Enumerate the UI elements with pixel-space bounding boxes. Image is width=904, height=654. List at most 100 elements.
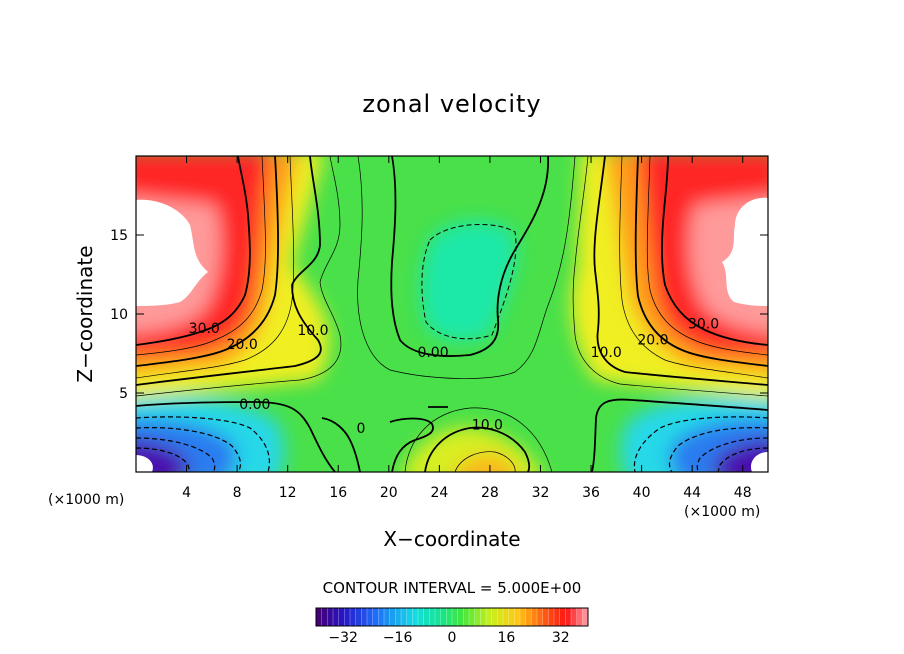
colorbar-swatch [548, 608, 555, 626]
y-axis-ticks: 5 10 15 [110, 228, 768, 402]
contour-label: 0 [357, 421, 366, 437]
contour-line-right-30 [661, 156, 768, 346]
contour-label: 20.0 [637, 332, 668, 348]
colorbar-swatch [474, 608, 481, 626]
contour-line-right-neg5 [633, 416, 768, 472]
colorbar-swatch [559, 608, 566, 626]
colorbar-swatch [525, 608, 532, 626]
x-tick-label: 20 [380, 485, 398, 501]
x-tick-label: 16 [329, 485, 347, 501]
colorbar-swatch [457, 608, 464, 626]
contour-line-left-neg5 [136, 416, 271, 472]
contour-line-right-neg10 [668, 427, 768, 472]
colorbar-swatch [435, 608, 442, 626]
x-tick-label: 28 [481, 485, 499, 501]
contour-line-right-15 [619, 156, 768, 379]
colorbar [315, 607, 589, 627]
x-tick-label: 44 [683, 485, 701, 501]
contour-label: 0.00 [417, 345, 448, 361]
colorbar-swatch [327, 608, 334, 626]
x-axis-label: X−coordinate [383, 527, 520, 551]
contour-line-right-5 [572, 156, 768, 397]
x-tick-label: 4 [182, 485, 191, 501]
colorbar-swatch [344, 608, 351, 626]
contour-line-left-20 [136, 156, 279, 367]
contour-line-left-10 [136, 156, 322, 386]
contour-label: 30.0 [688, 316, 719, 332]
white-region-right-upper [722, 197, 768, 306]
plot-area: 30.0 20.0 10.0 0.00 0.00 0 10.0 10.0 20.0 30.0 [136, 156, 768, 472]
x-unit-left: (×1000 m) [48, 492, 124, 508]
chart-title: zonal velocity [362, 90, 541, 118]
colorbar-swatch [395, 608, 402, 626]
contour-line-left-15 [136, 156, 295, 379]
colorbar-swatch [372, 608, 379, 626]
colorbar-swatch [406, 608, 413, 626]
contour-line-bottom-10 [424, 426, 531, 472]
colorbar-swatch [321, 608, 328, 626]
colorbar-tick-label: −16 [383, 630, 413, 646]
x-tick-label: 24 [430, 485, 448, 501]
contour-line-left-neg20 [136, 447, 191, 472]
x-axis-ticks: 4 8 12 16 20 24 28 32 36 40 44 48 [182, 156, 752, 501]
colorbar-swatch [355, 608, 362, 626]
colorbar-swatch [554, 608, 561, 626]
colorbar-tick-label: 0 [448, 630, 457, 646]
colorbar-swatch [429, 608, 436, 626]
contour-line-left-neg15 [136, 437, 216, 472]
colorbar-swatch [582, 608, 589, 626]
contour-line-right-25 [646, 156, 768, 356]
contour-line-bottom-15 [454, 451, 516, 472]
contour-line-right-20 [634, 156, 768, 367]
y-tick-label: 10 [110, 307, 128, 323]
contour-line-left-neg10 [136, 427, 242, 472]
contour-label: 30.0 [189, 321, 220, 337]
contour-interval-text: CONTOUR INTERVAL = 5.000E+00 [323, 579, 582, 597]
colorbar-swatch [480, 608, 487, 626]
x-tick-label: 36 [582, 485, 600, 501]
contour-line-right-0 [591, 398, 768, 472]
colorbar-swatch [338, 608, 345, 626]
colorbar-swatch [316, 608, 323, 626]
y-tick-label: 5 [119, 386, 128, 402]
contour-label: 10.0 [297, 323, 328, 339]
contour-line-center-0 [390, 156, 549, 357]
colorbar-swatch [491, 608, 498, 626]
x-tick-label: 48 [734, 485, 752, 501]
colorbar-swatch [514, 608, 521, 626]
contour-label: 10.0 [472, 418, 503, 434]
colorbar-swatch [418, 608, 425, 626]
x-tick-label: 8 [233, 485, 242, 501]
x-tick-label: 32 [532, 485, 550, 501]
colorbar-swatch [576, 608, 583, 626]
x-unit-right: (×1000 m) [684, 504, 760, 520]
x-tick-label: 40 [633, 485, 651, 501]
colorbar-swatch [486, 608, 493, 626]
colorbar-swatch [508, 608, 515, 626]
contour-line-right-10 [593, 156, 768, 386]
colorbar-swatch [469, 608, 476, 626]
colorbar-swatch [446, 608, 453, 626]
white-region-left-lower [136, 455, 153, 472]
contour-line-bottom-5 [404, 407, 553, 472]
colorbar-tick-label: −32 [328, 630, 358, 646]
colorbar-swatch [452, 608, 459, 626]
contour-line-left-30 [136, 156, 251, 346]
colorbar-swatch [565, 608, 572, 626]
contour-label: 0.00 [239, 397, 270, 413]
contour-label: 20.0 [227, 337, 258, 353]
white-region-left-upper [136, 199, 208, 306]
colorbar-swatch [440, 608, 447, 626]
contour-line-bottom-0b [321, 417, 361, 472]
contour-labels: 30.0 20.0 10.0 0.00 0.00 0 10.0 10.0 20.0 30.0 [189, 316, 719, 437]
contour-line-right-neg20 [717, 447, 768, 472]
contour-line-left-0 [136, 401, 336, 472]
colorbar-tick-label: 32 [552, 630, 570, 646]
colorbar-swatch [389, 608, 396, 626]
contour-label: 10.0 [591, 345, 622, 361]
field-bottom-center-orange [455, 456, 516, 472]
colorbar-swatch [463, 608, 470, 626]
colorbar-swatch [401, 608, 408, 626]
y-axis-label: Z−coordinate [73, 245, 97, 382]
